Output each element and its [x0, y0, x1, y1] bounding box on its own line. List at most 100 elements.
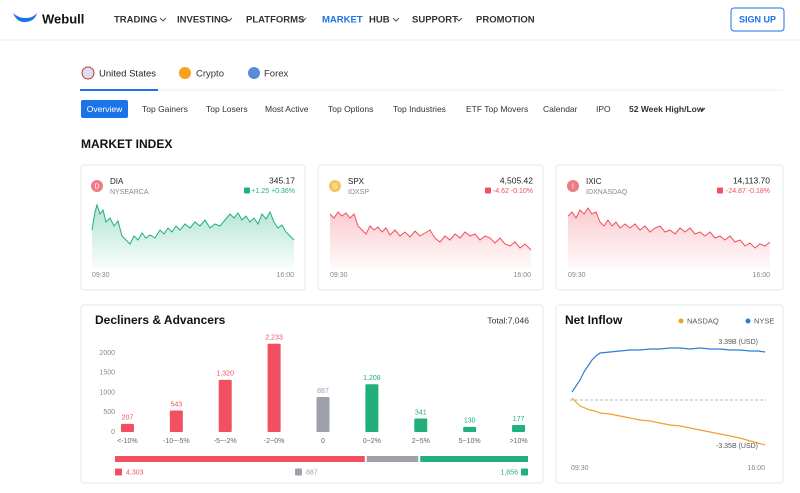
nav-item[interactable]: HUB	[369, 15, 390, 26]
value-label: 2,233	[265, 335, 283, 342]
sub-tab[interactable]: Overview	[87, 104, 123, 114]
time-start: 09:30	[92, 272, 110, 279]
signup-label[interactable]: SIGN UP	[739, 14, 776, 24]
nasdaq-line	[571, 397, 766, 446]
index-exchange: IDXNASDAQ	[586, 189, 628, 196]
sub-tabs: Overview Top Gainers Top Losers Most Act…	[81, 100, 706, 118]
logo[interactable]: Webull	[42, 11, 84, 26]
bar	[365, 384, 379, 432]
region-tab[interactable]: Forex	[264, 69, 289, 80]
top-nav: Webull TRADING INVESTING PLATFORMS MARKE…	[0, 0, 800, 41]
y-tick-label: 500	[103, 409, 115, 416]
summary-segment	[420, 456, 528, 462]
y-tick-label: 2000	[99, 350, 115, 357]
index-card[interactable]: S SPX IDXSP 4,505.42 -4.62 -0.10% 09:30 …	[317, 164, 544, 291]
index-icon	[91, 180, 103, 192]
index-change: -4.62 -0.10%	[493, 188, 533, 195]
index-change: -24.87 -0.18%	[726, 188, 770, 195]
region-tab[interactable]: Crypto	[196, 69, 224, 80]
time-start: 09:30	[330, 272, 348, 279]
sub-tab[interactable]: ETF Top Movers	[466, 104, 528, 114]
y-tick-label: 1500	[99, 370, 115, 377]
value-label: 1,208	[363, 375, 381, 382]
nav-item[interactable]: INVESTING	[177, 15, 228, 26]
bar	[267, 343, 281, 432]
chevrons	[159, 17, 463, 22]
change-icon	[717, 187, 723, 194]
x-tick-label: 0~2%	[363, 438, 381, 445]
index-symbol: DIA	[110, 177, 124, 186]
signup-button[interactable]	[730, 7, 785, 32]
index-icon-letter: I	[572, 183, 574, 190]
sub-tab[interactable]: Top Losers	[206, 104, 248, 114]
index-change: +1.25 +0.36%	[251, 188, 295, 195]
index-card[interactable]: I IXIC IDXNASDAQ 14,113.70 -24.87 -0.18%…	[555, 164, 784, 291]
x-tick-label: 2~5%	[412, 438, 430, 445]
nav-bg	[0, 0, 800, 40]
crypto-icon	[179, 67, 191, 79]
value-label: 177	[513, 416, 525, 423]
index-price: 4,505.42	[500, 175, 533, 185]
index-price: 345.17	[269, 175, 295, 185]
time-end: 16:00	[276, 272, 294, 279]
y-tick-label: 0	[111, 429, 115, 436]
nav-item[interactable]: PROMOTION	[476, 15, 535, 26]
time-start: 09:30	[568, 272, 586, 279]
value-label: 887	[317, 388, 329, 395]
nav-item[interactable]: TRADING	[114, 15, 157, 26]
summary-icon	[115, 468, 122, 476]
bar	[218, 379, 232, 432]
bar	[414, 418, 428, 432]
sub-tab[interactable]: Top Industries	[393, 104, 446, 114]
value-label: 341	[415, 409, 427, 416]
active-tab-bg[interactable]	[81, 100, 128, 118]
nav-item[interactable]: MARKET	[322, 15, 363, 26]
net-inflow: Net Inflow NASDAQ NYSE 3.39B (USD) -3.35…	[555, 304, 784, 484]
change-icon	[244, 187, 250, 194]
x-tick-label: 0	[321, 438, 325, 445]
value-label: 130	[464, 418, 476, 425]
chart-total: Total:7,046	[487, 315, 529, 325]
sparkline	[91, 203, 295, 245]
index-price: 14,113.70	[733, 175, 770, 185]
sub-tab[interactable]: IPO	[596, 104, 611, 114]
value-label: 543	[170, 401, 182, 408]
nav-item[interactable]: SUPPORT	[412, 15, 458, 26]
summary-segment	[366, 456, 419, 462]
summary-label: 4,303	[126, 469, 144, 476]
bar	[512, 425, 526, 432]
index-card[interactable]: D DIA NYSEARCA 345.17 +1.25 +0.36% 09:30…	[80, 164, 306, 291]
summary-segment	[115, 456, 365, 462]
legend-dot	[745, 318, 751, 324]
time-end: 16:00	[747, 465, 765, 472]
region-tab[interactable]: United States	[99, 69, 156, 80]
index-icon-letter: D	[94, 183, 99, 190]
high-label: 3.39B (USD)	[718, 339, 758, 346]
low-label: -3.35B (USD)	[716, 443, 758, 450]
summary-label: 887	[306, 469, 318, 476]
x-tick-label: >10%	[510, 438, 528, 445]
index-icon-letter: S	[333, 183, 338, 190]
sub-tab[interactable]: Calendar	[543, 104, 578, 114]
panel-title: Net Inflow	[565, 313, 623, 327]
sub-tab[interactable]: Top Gainers	[142, 104, 188, 114]
sub-tab[interactable]: Top Options	[328, 104, 373, 114]
us-flag	[81, 66, 95, 80]
sub-tab[interactable]: 52 Week High/Low	[629, 104, 704, 114]
value-label: 1,320	[216, 371, 234, 378]
x-tick-label: -2~0%	[264, 438, 284, 445]
sparkline-area	[568, 208, 770, 268]
index-icon	[329, 180, 341, 192]
bar	[120, 423, 134, 432]
bar	[463, 426, 477, 432]
legend-label: NASDAQ	[687, 316, 719, 325]
region-tabs: United States Crypto Forex	[80, 66, 783, 91]
index-exchange: IDXSP	[348, 189, 369, 196]
logo-icon[interactable]	[13, 13, 37, 23]
summary-label: 1,856	[500, 469, 518, 476]
nav-item[interactable]: PLATFORMS	[246, 15, 304, 26]
index-exchange: NYSEARCA	[110, 189, 149, 196]
sub-tab[interactable]: Most Active	[265, 104, 309, 114]
legend-dot	[678, 318, 684, 324]
